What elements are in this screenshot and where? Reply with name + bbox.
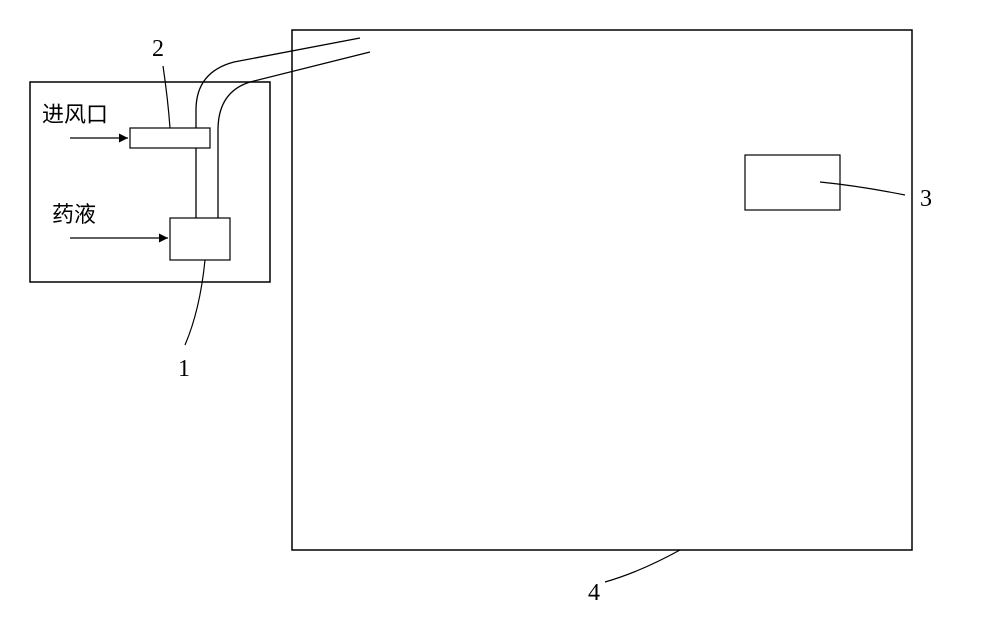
main-chamber-box — [292, 30, 912, 550]
arrow-air-head — [119, 134, 128, 143]
pipe-inner — [218, 52, 370, 218]
inlet-rect — [130, 128, 210, 148]
leader-1 — [185, 260, 205, 345]
label-4: 4 — [588, 580, 600, 606]
label-2: 2 — [152, 36, 164, 62]
label-liquid: 药液 — [52, 202, 96, 227]
label-3: 3 — [920, 186, 932, 212]
leader-2 — [163, 66, 170, 128]
label-1: 1 — [178, 356, 190, 382]
leader-4 — [605, 550, 680, 582]
arrow-liquid-head — [159, 234, 168, 243]
liquid-rect — [170, 218, 230, 260]
pipe-outer — [196, 38, 360, 218]
arrow-liquid — [70, 234, 168, 243]
arrow-air-inlet — [70, 134, 128, 143]
label-air-inlet: 进风口 — [42, 102, 108, 127]
